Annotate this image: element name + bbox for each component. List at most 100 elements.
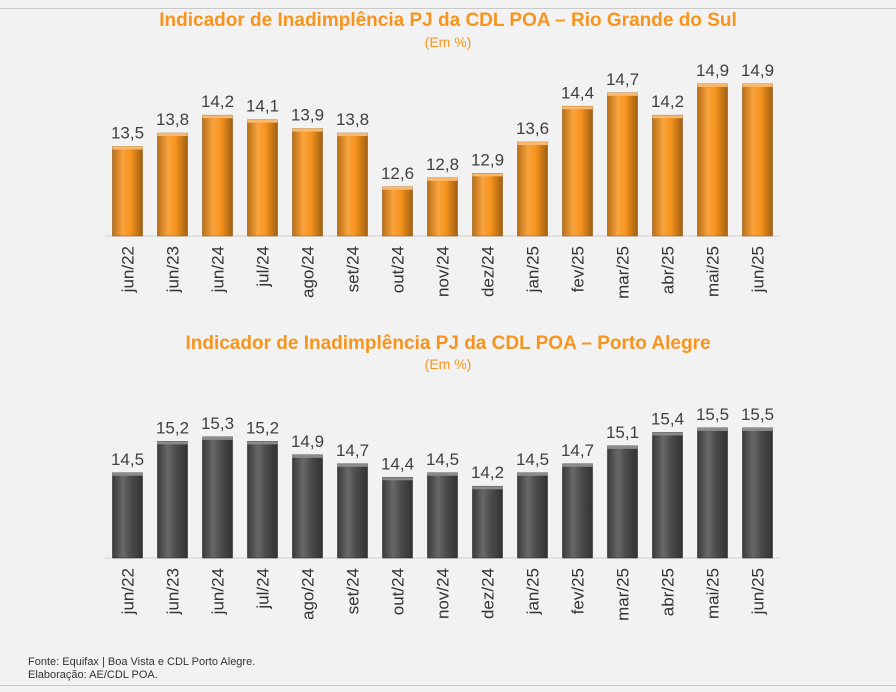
bar-top-highlight	[742, 83, 773, 87]
bar-jan-25	[517, 472, 548, 559]
category-label: mar/25	[614, 568, 633, 621]
value-label: 14,4	[381, 454, 414, 473]
footer-source: Fonte: Equifax | Boa Vista e CDL Porto A…	[28, 656, 256, 668]
bar-top-highlight	[697, 427, 728, 431]
frame-bottom-line	[0, 685, 896, 686]
bar-top-highlight	[472, 173, 503, 177]
chart-1-rio-grande-do-sul: 13,5 jun/22 13,8 jun/23 14,2 jun/24 14,1 jul/24…	[105, 61, 780, 299]
value-label: 14,9	[696, 61, 729, 80]
bar-top-highlight	[202, 436, 233, 440]
value-label: 15,5	[696, 405, 729, 424]
category-label: dez/24	[479, 568, 498, 619]
bar-mar-25	[607, 445, 638, 559]
value-label: 14,5	[426, 450, 459, 469]
bar-top-highlight	[652, 115, 683, 119]
category-label: fev/25	[569, 246, 588, 292]
value-label: 14,1	[246, 97, 279, 116]
bar-top-highlight	[562, 463, 593, 467]
bar-top-highlight	[697, 83, 728, 87]
footer-credit: Elaboração: AE/CDL POA.	[28, 669, 158, 681]
category-label: jul/24	[254, 568, 273, 610]
bar-top-highlight	[202, 115, 233, 119]
value-label: 15,2	[246, 418, 279, 437]
chart-2-title: Indicador de Inadimplência PJ da CDL POA…	[185, 333, 711, 354]
category-label: set/24	[344, 568, 363, 614]
value-label: 14,2	[471, 463, 504, 482]
bar-set-24	[337, 132, 368, 237]
bar-jun-25	[742, 83, 773, 237]
bar-jun-24	[202, 436, 233, 559]
bar-top-highlight	[157, 133, 188, 137]
category-label: out/24	[389, 568, 408, 615]
bar-top-highlight	[607, 445, 638, 449]
bar-mai-25	[697, 83, 728, 237]
bar-abr-25	[652, 432, 683, 559]
bar-top-highlight	[292, 128, 323, 132]
bar-top-highlight	[382, 186, 413, 190]
bar-out-24	[382, 186, 413, 237]
bar-top-highlight	[652, 432, 683, 436]
category-label: jun/25	[749, 568, 768, 615]
value-label: 12,8	[426, 155, 459, 174]
bar-top-highlight	[607, 92, 638, 96]
bar-top-highlight	[382, 477, 413, 481]
category-label: ago/24	[299, 246, 318, 298]
chart-2-porto-alegre: 14,5 jun/22 15,2 jun/23 15,3 jun/24 15,2 jul/24…	[105, 405, 780, 621]
bar-top-highlight	[472, 486, 503, 490]
value-label: 14,4	[561, 83, 594, 102]
value-label: 13,9	[291, 106, 324, 125]
category-label: abr/25	[659, 246, 678, 294]
bar-jun-24	[202, 114, 233, 237]
bar-jun-23	[157, 441, 188, 559]
category-label: jun/24	[209, 568, 228, 615]
category-label: mai/25	[704, 246, 723, 297]
chart-2-subtitle: (Em %)	[424, 356, 472, 372]
value-label: 14,9	[291, 432, 324, 451]
bar-top-highlight	[337, 133, 368, 137]
bar-jul-24	[247, 441, 278, 559]
bar-top-highlight	[742, 427, 773, 431]
category-label: mar/25	[614, 246, 633, 299]
bar-jun-25	[742, 427, 773, 559]
value-label: 15,2	[156, 418, 189, 437]
bar-jul-24	[247, 119, 278, 237]
bar-top-highlight	[112, 146, 143, 150]
category-label: set/24	[344, 246, 363, 292]
value-label: 15,5	[741, 405, 774, 424]
bar-top-highlight	[247, 119, 278, 123]
bar-mar-25	[607, 92, 638, 237]
value-label: 14,7	[336, 441, 369, 460]
bar-out-24	[382, 476, 413, 559]
category-label: jun/22	[119, 568, 138, 615]
chart-1-subtitle: (Em %)	[424, 34, 472, 50]
value-label: 14,7	[606, 70, 639, 89]
bar-ago-24	[292, 128, 323, 237]
bar-top-highlight	[112, 472, 143, 476]
category-label: jun/24	[209, 246, 228, 293]
bar-top-highlight	[517, 472, 548, 476]
bar-mai-25	[697, 427, 728, 559]
frame-top-line	[0, 8, 896, 9]
value-label: 14,5	[516, 450, 549, 469]
bar-abr-25	[652, 114, 683, 237]
bar-dez-24	[472, 173, 503, 237]
category-label: abr/25	[659, 568, 678, 616]
category-label: fev/25	[569, 568, 588, 614]
bar-nov-24	[427, 472, 458, 559]
category-label: dez/24	[479, 246, 498, 297]
chart-1-title: Indicador de Inadimplência PJ da CDL POA…	[159, 10, 737, 31]
bar-top-highlight	[337, 463, 368, 467]
bar-fev-25	[562, 463, 593, 559]
category-label: mai/25	[704, 568, 723, 619]
bar-top-highlight	[427, 472, 458, 476]
value-label: 14,9	[741, 61, 774, 80]
value-label: 15,3	[201, 414, 234, 433]
bar-jun-22	[112, 146, 143, 237]
value-label: 13,6	[516, 119, 549, 138]
bar-top-highlight	[247, 441, 278, 445]
bar-ago-24	[292, 454, 323, 559]
value-label: 13,8	[336, 110, 369, 129]
bar-dez-24	[472, 485, 503, 559]
bar-top-highlight	[562, 106, 593, 110]
value-label: 14,2	[201, 92, 234, 111]
